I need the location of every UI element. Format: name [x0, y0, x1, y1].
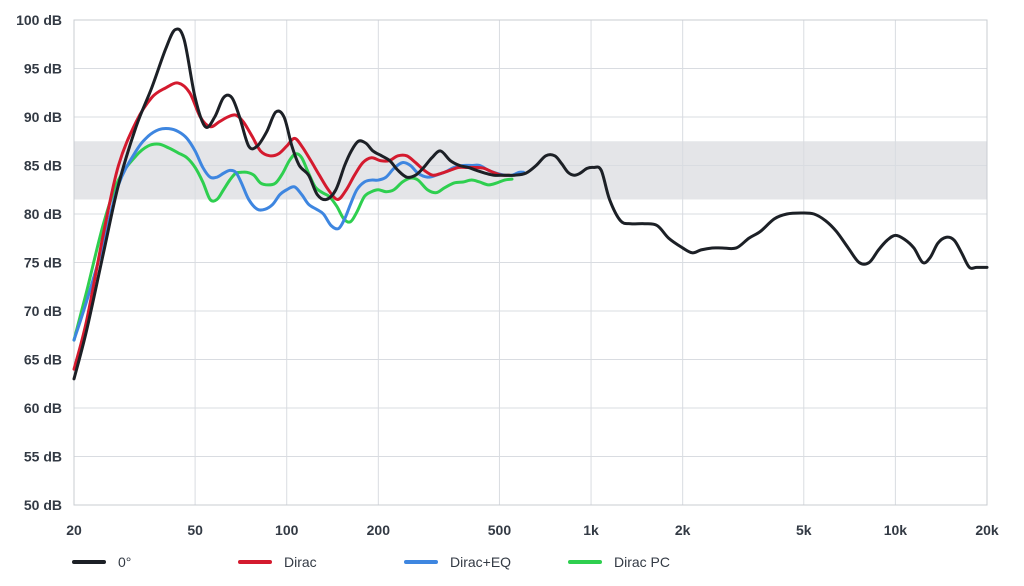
plot-frame	[73, 19, 988, 506]
y-tick-label: 80 dB	[24, 206, 62, 222]
y-tick-label: 55 dB	[24, 449, 62, 465]
legend-label: 0°	[118, 554, 132, 570]
y-tick-label: 90 dB	[24, 109, 62, 125]
legend-swatch	[404, 560, 438, 564]
y-tick-label: 85 dB	[24, 158, 62, 174]
y-tick-label: 95 dB	[24, 61, 62, 77]
x-tick-label: 2k	[675, 522, 691, 538]
series-line-dirac-pc	[72, 142, 514, 342]
legend-swatch	[568, 560, 602, 564]
legend-swatch	[238, 560, 272, 564]
legend-item-dirac: Dirac	[238, 554, 317, 570]
x-tick-label: 5k	[796, 522, 812, 538]
series-lines	[72, 27, 989, 381]
x-tick-label: 1k	[583, 522, 599, 538]
y-tick-label: 60 dB	[24, 400, 62, 416]
x-axis: 20 50 100 200 500 1k 2k 5k 10k 20k	[66, 522, 999, 538]
x-tick-label: 20	[66, 522, 82, 538]
y-tick-label: 50 dB	[24, 497, 62, 513]
x-tick-label: 100	[275, 522, 299, 538]
legend-label: Dirac PC	[614, 554, 671, 570]
x-tick-label: 200	[367, 522, 391, 538]
legend-item-dirac-eq: Dirac+EQ	[404, 554, 511, 570]
x-tick-label: 500	[488, 522, 512, 538]
y-axis: 50 dB 55 dB 60 dB 65 dB 70 dB 75 dB 80 dB 85 dB…	[16, 12, 62, 513]
series-line-0	[72, 27, 989, 381]
legend-swatch	[72, 560, 106, 564]
x-tick-label: 50	[187, 522, 203, 538]
y-tick-label: 65 dB	[24, 352, 62, 368]
grid-lines	[73, 19, 988, 506]
series-line-dirac	[72, 81, 512, 371]
y-tick-label: 100 dB	[16, 12, 62, 28]
legend-label: Dirac	[284, 554, 317, 570]
legend: 0° Dirac Dirac+EQ Dirac PC	[72, 554, 1012, 574]
y-tick-label: 75 dB	[24, 255, 62, 271]
x-tick-label: 20k	[975, 522, 999, 538]
legend-item-dirac-pc: Dirac PC	[568, 554, 670, 570]
y-tick-label: 70 dB	[24, 303, 62, 319]
legend-item-0: 0°	[72, 554, 131, 570]
x-tick-label: 10k	[884, 522, 908, 538]
legend-label: Dirac+EQ	[450, 554, 512, 570]
